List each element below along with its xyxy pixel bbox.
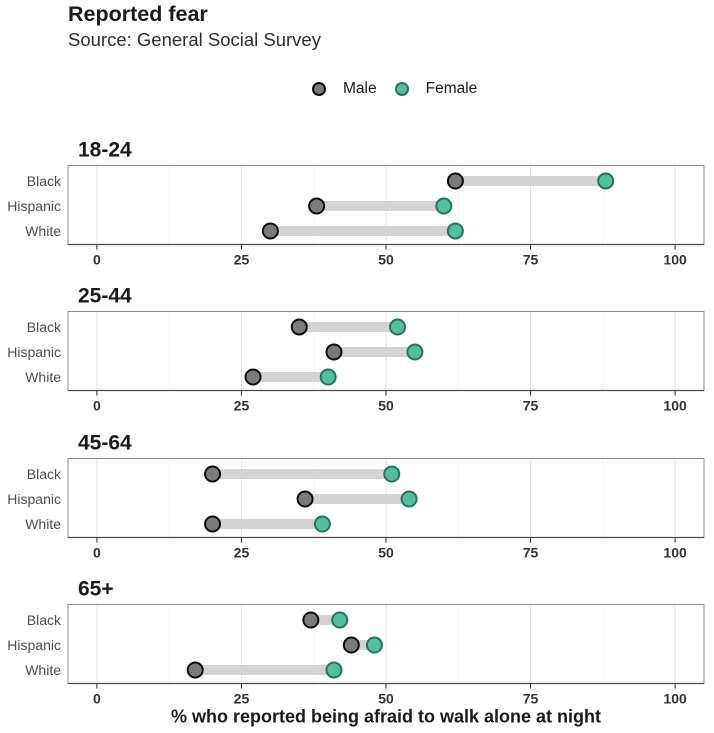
dumbbell-connector bbox=[212, 519, 323, 529]
category-label: White bbox=[25, 662, 61, 678]
female-dot bbox=[383, 465, 401, 483]
x-tick-label: 0 bbox=[93, 545, 101, 561]
category-label: White bbox=[25, 369, 61, 385]
x-tick-label: 100 bbox=[663, 398, 687, 414]
dumbbell-connector bbox=[455, 176, 606, 186]
x-tick-label: 50 bbox=[378, 252, 394, 268]
dumbbell-connector bbox=[212, 469, 392, 479]
male-dot bbox=[446, 172, 464, 190]
male-dot bbox=[342, 636, 360, 654]
facet-label: 65+ bbox=[78, 578, 114, 601]
category-label: White bbox=[25, 516, 61, 532]
female-dot bbox=[331, 611, 349, 629]
male-dot bbox=[261, 222, 279, 240]
female-dot bbox=[435, 197, 453, 215]
category-label: Black bbox=[27, 173, 62, 189]
male-legend-swatch-icon bbox=[312, 81, 326, 96]
female-dot bbox=[406, 343, 424, 361]
x-tick-label: 75 bbox=[523, 252, 539, 268]
dumbbell-connector bbox=[310, 615, 340, 625]
x-tick-label: 75 bbox=[523, 691, 539, 707]
male-dot bbox=[296, 490, 314, 508]
x-tick-label: 0 bbox=[93, 691, 101, 707]
female-dot bbox=[365, 636, 383, 654]
facet-panel-18-24: 18-24 Black Hispanic White 0 25 50 75 100 bbox=[7, 139, 705, 268]
legend-label-female: Female bbox=[425, 80, 478, 97]
x-tick-label: 25 bbox=[234, 691, 250, 707]
x-tick-label: 0 bbox=[93, 252, 101, 268]
x-tick-label: 25 bbox=[234, 545, 250, 561]
dumbbell-connector bbox=[299, 322, 398, 332]
dumbbell-connector bbox=[305, 494, 410, 504]
legend: Male Female bbox=[312, 80, 477, 97]
x-tick-label: 25 bbox=[234, 252, 250, 268]
legend-item-male: Male bbox=[312, 80, 377, 97]
facet-label: 18-24 bbox=[78, 139, 132, 162]
chart-title: Reported fear bbox=[68, 2, 208, 26]
female-dot bbox=[325, 661, 343, 679]
dumbbell-connector bbox=[316, 201, 444, 211]
male-dot bbox=[204, 465, 222, 483]
facet-label: 45-64 bbox=[78, 432, 132, 455]
x-tick-label: 50 bbox=[378, 691, 394, 707]
female-dot bbox=[313, 515, 331, 533]
male-dot bbox=[290, 318, 308, 336]
x-tick-label: 75 bbox=[523, 398, 539, 414]
male-dot bbox=[204, 515, 222, 533]
dumbbell-connector bbox=[195, 665, 334, 675]
category-label: Hispanic bbox=[7, 491, 61, 507]
facet-panel-25-44: 25-44 Black Hispanic White 0 25 50 75 100 bbox=[7, 285, 705, 414]
chart-subtitle: Source: General Social Survey bbox=[68, 29, 321, 50]
male-dot bbox=[244, 368, 262, 386]
category-label: White bbox=[25, 223, 61, 239]
female-dot bbox=[446, 222, 464, 240]
x-tick-label: 100 bbox=[663, 545, 687, 561]
female-legend-swatch-icon bbox=[394, 81, 409, 96]
facet-label: 25-44 bbox=[78, 285, 132, 308]
male-dot bbox=[302, 611, 320, 629]
x-tick-label: 75 bbox=[523, 545, 539, 561]
category-label: Black bbox=[27, 612, 62, 628]
category-label: Hispanic bbox=[7, 198, 61, 214]
x-tick-label: 100 bbox=[663, 252, 687, 268]
legend-label-male: Male bbox=[343, 80, 377, 97]
dumbbell-connector bbox=[253, 372, 329, 382]
male-dot bbox=[308, 197, 326, 215]
category-label: Hispanic bbox=[7, 637, 61, 653]
female-dot bbox=[319, 368, 337, 386]
x-tick-label: 100 bbox=[663, 691, 687, 707]
category-label: Black bbox=[27, 319, 62, 335]
female-dot bbox=[400, 490, 418, 508]
male-dot bbox=[325, 343, 343, 361]
dumbbell-connector bbox=[351, 640, 375, 650]
x-tick-label: 25 bbox=[234, 398, 250, 414]
female-dot bbox=[597, 172, 615, 190]
legend-item-female: Female bbox=[394, 80, 478, 97]
x-tick-label: 0 bbox=[93, 398, 101, 414]
facet-panel-45-64: 45-64 Black Hispanic White 0 25 50 75 100 bbox=[7, 432, 705, 561]
x-tick-label: 50 bbox=[378, 398, 394, 414]
male-dot bbox=[186, 661, 204, 679]
x-axis-title: % who reported being afraid to walk alon… bbox=[171, 707, 601, 727]
category-label: Black bbox=[27, 466, 62, 482]
x-tick-label: 50 bbox=[378, 545, 394, 561]
category-label: Hispanic bbox=[7, 344, 61, 360]
dumbbell-connector bbox=[270, 226, 456, 236]
facet-panel-65+: 65+ Black Hispanic White 0 25 50 75 100 bbox=[7, 578, 705, 707]
dumbbell-connector bbox=[333, 347, 415, 357]
female-dot bbox=[389, 318, 407, 336]
